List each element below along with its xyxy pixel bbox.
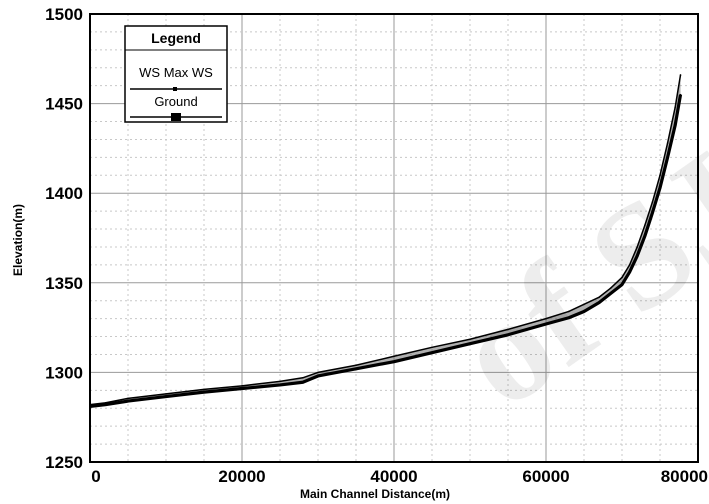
legend: Legend WS Max WS Ground bbox=[124, 25, 228, 123]
data-point-ws-max-ws bbox=[469, 338, 471, 341]
data-point-ground bbox=[598, 301, 600, 304]
data-point-ground bbox=[89, 405, 91, 408]
data-point-ws-max-ws bbox=[679, 74, 682, 76]
data-point-ws-max-ws bbox=[203, 388, 205, 391]
data-point-ws-max-ws bbox=[355, 364, 357, 367]
data-point-ground bbox=[636, 255, 638, 257]
data-point-ground bbox=[393, 360, 395, 363]
data-point-ground bbox=[241, 387, 243, 390]
legend-title: Legend bbox=[151, 30, 201, 46]
data-point-ws-max-ws bbox=[651, 201, 654, 203]
y-tick-label: 1350 bbox=[45, 274, 83, 293]
data-point-ground bbox=[127, 400, 129, 402]
data-point-ws-max-ws bbox=[317, 371, 319, 374]
legend-marker-ground bbox=[171, 113, 181, 121]
series-line-ground bbox=[89, 94, 683, 409]
x-tick-label: 60000 bbox=[522, 467, 569, 486]
data-point-ws-max-ws bbox=[279, 380, 281, 383]
x-tick-label: 0 bbox=[91, 467, 100, 486]
data-point-ws-max-ws bbox=[241, 385, 243, 387]
data-point-ws-max-ws bbox=[431, 346, 433, 349]
data-point-ws-max-ws bbox=[636, 246, 638, 248]
data-point-ground bbox=[644, 235, 646, 238]
data-point-ground bbox=[317, 375, 319, 377]
data-point-ground bbox=[203, 391, 205, 393]
data-point-ground bbox=[651, 212, 654, 214]
data-point-ws-max-ws bbox=[507, 328, 509, 331]
data-point-ws-max-ws bbox=[609, 287, 612, 289]
data-point-ground bbox=[507, 333, 509, 336]
water-band bbox=[90, 74, 681, 407]
data-point-ws-max-ws bbox=[644, 224, 646, 227]
legend-entry-ground: Ground bbox=[154, 94, 197, 109]
data-point-ground bbox=[355, 368, 357, 370]
y-tick-label: 1400 bbox=[45, 184, 83, 203]
data-point-ground bbox=[628, 271, 631, 273]
y-tick-label: 1500 bbox=[45, 5, 83, 24]
data-point-ground bbox=[568, 316, 570, 319]
data-point-ground bbox=[104, 403, 106, 406]
series-layer bbox=[89, 74, 683, 409]
legend-box bbox=[124, 25, 228, 123]
y-axis-title: Elevation(m) bbox=[11, 204, 25, 276]
data-point-ground bbox=[165, 395, 167, 398]
data-point-ground bbox=[666, 156, 669, 159]
data-point-ws-max-ws bbox=[165, 393, 167, 395]
data-point-ws-max-ws bbox=[621, 276, 623, 279]
data-point-ground bbox=[583, 310, 585, 313]
y-tick-labels: 1250 1300 1350 1400 1450 1500 bbox=[45, 5, 83, 472]
data-point-ground bbox=[545, 323, 547, 325]
data-point-ws-max-ws bbox=[393, 355, 395, 358]
x-tick-label: 20000 bbox=[218, 467, 265, 486]
x-tick-labels: 0 20000 40000 60000 80000 bbox=[91, 467, 708, 486]
data-point-ws-max-ws bbox=[127, 397, 129, 400]
legend-entry-ws-max-ws: WS Max WS bbox=[139, 65, 213, 80]
data-point-ground bbox=[621, 283, 623, 286]
data-point-ground bbox=[279, 384, 281, 386]
data-point-ground bbox=[431, 351, 433, 354]
data-point-ground bbox=[674, 124, 676, 126]
data-point-ground bbox=[679, 93, 682, 96]
data-point-ws-max-ws bbox=[666, 142, 669, 144]
plot-frame bbox=[89, 13, 699, 463]
data-point-ws-max-ws bbox=[598, 296, 600, 298]
data-point-ws-max-ws bbox=[659, 174, 661, 177]
y-tick-label: 1300 bbox=[45, 363, 83, 382]
data-point-ws-max-ws bbox=[628, 264, 631, 266]
data-point-ws-max-ws bbox=[583, 303, 585, 306]
data-point-ws-max-ws bbox=[674, 106, 676, 108]
watermark: of SJ bbox=[428, 119, 709, 439]
x-axis-title: Main Channel Distance(m) bbox=[300, 487, 450, 501]
x-tick-label: 40000 bbox=[370, 467, 417, 486]
x-tick-label: 80000 bbox=[661, 467, 708, 486]
y-tick-label: 1450 bbox=[45, 95, 83, 114]
data-point-ground bbox=[659, 187, 661, 189]
data-point-ws-max-ws bbox=[545, 317, 547, 320]
data-point-ground bbox=[609, 292, 612, 295]
data-point-ground bbox=[302, 381, 304, 384]
data-point-ground bbox=[469, 342, 471, 345]
data-point-ws-max-ws bbox=[568, 310, 570, 313]
series-line-ws-max-ws bbox=[89, 74, 682, 406]
data-point-ws-max-ws bbox=[302, 376, 304, 379]
legend-marker-ws-max-ws bbox=[173, 87, 177, 91]
y-tick-label: 1250 bbox=[45, 453, 83, 472]
